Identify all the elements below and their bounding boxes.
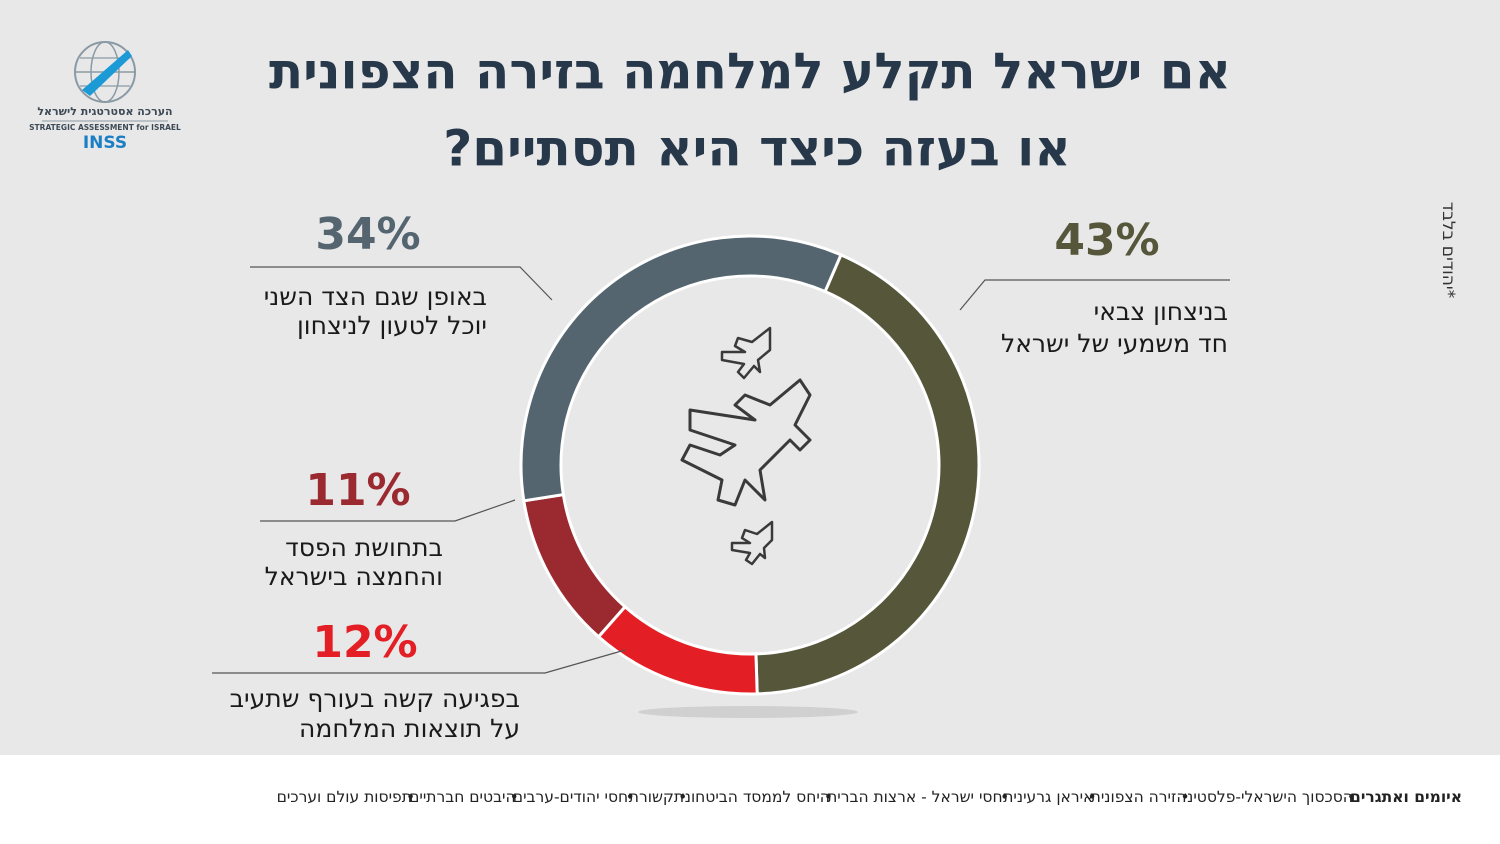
- footer-separator: •: [406, 788, 415, 806]
- footer-separator: •: [626, 788, 635, 806]
- category-label: באופן שגם הצד השני: [264, 282, 487, 311]
- leader-line: [260, 499, 516, 522]
- footer-separator: •: [1000, 788, 1009, 806]
- donut-segment: [519, 234, 843, 503]
- logo-hebrew: הערכה אסטרטגית לישראל: [37, 105, 172, 118]
- footer-item: יחסי יהודים-ערבים: [513, 788, 632, 806]
- note: *יהודים בלבד: [1438, 202, 1458, 298]
- jet-icons: [680, 326, 812, 566]
- footer-separator: •: [510, 788, 519, 806]
- footer-separator: •: [1347, 788, 1356, 806]
- footer-item: הזירה הצפונית: [1091, 788, 1187, 806]
- value-label: 12%: [312, 617, 417, 668]
- jet-large: [680, 378, 812, 507]
- chart-title: אם ישראל תקלע למלחמה בזירה הצפונית: [269, 43, 1231, 101]
- logo: הערכה אסטרטגית לישראל STRATEGIC ASSESSME…: [29, 41, 181, 153]
- category-label: והחמצה בישראל: [265, 562, 443, 591]
- donut: [519, 234, 981, 696]
- footer-separator: •: [1181, 788, 1190, 806]
- donut-segment: [754, 252, 981, 696]
- category-label: בפגיעה קשה בעורף שתעיב: [230, 684, 520, 713]
- logo-brand: INSS: [83, 133, 127, 153]
- category-label: יוכל לטעון לניצחון: [297, 311, 487, 340]
- leader-line: [959, 279, 1230, 311]
- value-label: 43%: [1054, 215, 1159, 266]
- donut-shadow: [638, 706, 858, 718]
- value-label: 34%: [315, 209, 420, 260]
- footer-separator: •: [824, 788, 833, 806]
- jet-small: [730, 520, 774, 566]
- logo-english: STRATEGIC ASSESSMENT for ISRAEL: [29, 123, 181, 132]
- category-label: בניצחון צבאי: [1094, 297, 1228, 326]
- footer-item: היבטים חברתיים: [409, 788, 516, 806]
- footer-separator: •: [1088, 788, 1097, 806]
- footer-item: איראן גרעינית: [1003, 788, 1093, 806]
- category-label: על תוצאות המלחמה: [299, 714, 520, 743]
- jet-small: [720, 326, 772, 380]
- footer-separator: •: [678, 788, 687, 806]
- footer-item: תפיסות עולם וערכים: [277, 788, 412, 806]
- background: [0, 0, 1500, 755]
- footer: איומים ואתגרים•הסכסוך הישראלי-פלסטיני•הז…: [277, 788, 1462, 806]
- leader-line: [212, 649, 626, 674]
- footer-item: יחסי ישראל - ארצות הברית: [827, 788, 1006, 806]
- logo-arrow: [82, 50, 132, 96]
- labels: 43% בניצחון צבאי חד משמעי של ישראל 12% בפגיע…: [212, 209, 1230, 743]
- category-label: חד משמעי של ישראל: [1001, 329, 1228, 358]
- footer-item: תקשורת: [629, 788, 684, 806]
- chart-title: או בעזה כיצד היא תסתיים?: [443, 120, 1070, 178]
- category-label: בתחושת הפסד: [285, 533, 443, 562]
- footer-item: הסכסוך הישראלי-פלסטיני: [1184, 788, 1353, 806]
- footer-item: היחס לממסד הביטחוני: [681, 788, 830, 806]
- footer-bar: [0, 755, 1500, 844]
- footer-title: איומים ואתגרים: [1350, 788, 1462, 806]
- value-label: 11%: [305, 465, 410, 516]
- leader-line: [250, 266, 553, 301]
